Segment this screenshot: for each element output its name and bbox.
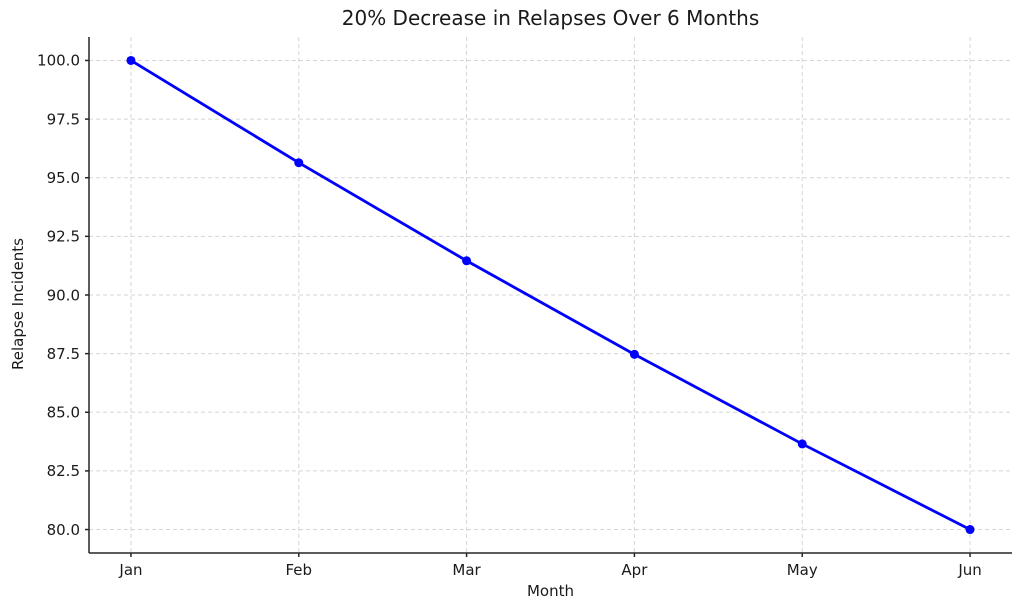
y-tick-label: 95.0 bbox=[47, 169, 80, 187]
x-tick-label: May bbox=[787, 561, 818, 579]
data-point-marker bbox=[126, 55, 136, 65]
y-tick-label: 97.5 bbox=[47, 110, 80, 128]
x-tick-label: Mar bbox=[452, 561, 481, 579]
y-tick-label: 80.0 bbox=[47, 521, 80, 539]
x-tick-label: Feb bbox=[285, 561, 312, 579]
x-tick-label: Apr bbox=[621, 561, 648, 579]
data-point-marker bbox=[629, 349, 639, 359]
x-tick-label: Jun bbox=[957, 561, 981, 579]
x-tick-label: Jan bbox=[118, 561, 142, 579]
y-tick-label: 85.0 bbox=[47, 404, 80, 422]
y-tick-label: 100.0 bbox=[37, 52, 80, 70]
y-tick-label: 90.0 bbox=[47, 286, 80, 304]
x-axis-label: Month bbox=[526, 582, 574, 600]
y-axis-label: Relapse Incidents bbox=[9, 238, 27, 370]
y-tick-label: 87.5 bbox=[47, 345, 80, 363]
data-point-marker bbox=[462, 256, 472, 266]
y-tick-label: 82.5 bbox=[47, 462, 80, 480]
data-point-marker bbox=[294, 158, 304, 168]
chart-title: 20% Decrease in Relapses Over 6 Months bbox=[341, 6, 760, 30]
data-point-marker bbox=[797, 439, 807, 449]
data-line bbox=[129, 59, 972, 531]
data-point-marker bbox=[965, 525, 975, 535]
y-tick-label: 92.5 bbox=[47, 228, 80, 246]
